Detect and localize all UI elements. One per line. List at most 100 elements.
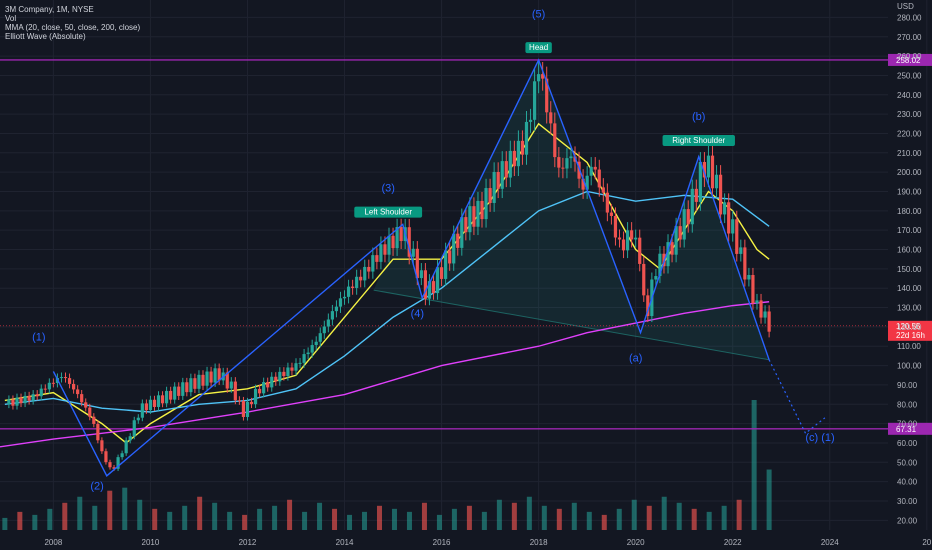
candle-body: [500, 161, 504, 189]
volume-bar: [691, 508, 697, 530]
candle-body: [460, 217, 464, 248]
candle-body: [516, 140, 521, 167]
candle-body: [723, 202, 727, 215]
candle-body: [387, 235, 391, 255]
y-tick-label: 190.00: [897, 187, 922, 196]
candle-body: [431, 281, 436, 294]
y-tick-label: 250.00: [897, 71, 922, 80]
candle-body: [47, 382, 51, 390]
volume-bar: [197, 496, 203, 530]
x-tick-label: 2020: [627, 538, 645, 547]
candle-body: [427, 281, 432, 299]
candle-body: [322, 326, 326, 334]
candle-body: [249, 401, 254, 405]
candle-body: [658, 253, 662, 277]
candle-body: [395, 227, 399, 249]
x-tick-label: 2012: [239, 538, 257, 547]
volume-bar: [167, 511, 173, 530]
candle-body: [367, 266, 371, 272]
candle-body: [124, 440, 128, 454]
y-tick-label: 30.00: [897, 497, 918, 506]
candle-body: [213, 368, 217, 383]
candle-body: [512, 150, 516, 167]
candle-body: [278, 371, 282, 382]
candle-body: [743, 247, 747, 280]
pattern-badge: [662, 135, 735, 147]
price-axis[interactable]: 20.00 30.00 40.00 50.00 60.00 70.00 80.00 90.00…: [897, 2, 922, 525]
candle-body: [504, 161, 508, 178]
candle-body: [152, 399, 157, 407]
volume-bar: [736, 499, 742, 530]
candle-body: [237, 400, 241, 402]
candle-body: [181, 382, 185, 396]
volume-bar: [257, 508, 263, 530]
pattern-fill: [373, 59, 770, 361]
candle-body: [565, 158, 569, 169]
candle-body: [35, 394, 39, 397]
candle-body: [290, 367, 294, 371]
candle-body: [399, 227, 403, 242]
volume-bar: [62, 502, 68, 530]
y-tick-label: 230.00: [897, 110, 922, 119]
y-tick-label: 40.00: [897, 478, 918, 487]
x-tick-label: 2016: [433, 538, 451, 547]
candle-body: [266, 382, 270, 388]
y-tick-label: 270.00: [897, 33, 922, 42]
volume-bar: [212, 502, 218, 530]
pattern-badge: [525, 42, 552, 54]
candle-body: [435, 267, 440, 294]
volume-bar: [47, 508, 53, 530]
candle-body: [747, 275, 751, 280]
y-axis-unit: USD: [897, 2, 914, 11]
candle-body: [714, 174, 719, 189]
wave-label: (b): [692, 111, 705, 123]
candle-body: [116, 457, 120, 469]
y-tick-label: 60.00: [897, 439, 918, 448]
candle-body: [569, 156, 573, 159]
volume-bar: [661, 496, 667, 530]
candle-body: [710, 155, 715, 189]
candle-body: [39, 388, 43, 397]
volume-bar: [152, 508, 158, 530]
candle-body: [338, 298, 343, 307]
current-price-label: 120.55: [896, 322, 921, 331]
time-axis[interactable]: 2008 2010 2012 2014 2016 2018 2020 2022 2024 20: [44, 538, 931, 547]
candle-body: [581, 178, 585, 190]
candle-body: [557, 157, 561, 168]
pattern-badge-label: Head: [529, 43, 548, 52]
wave-label: (1): [32, 331, 45, 343]
candle-body: [67, 378, 72, 384]
pattern-badge: [354, 206, 423, 218]
legend-vol[interactable]: Vol: [5, 14, 17, 23]
candle-body: [310, 345, 314, 353]
wave-label: (c) (1): [805, 432, 834, 444]
candle-body: [597, 169, 601, 188]
candle-body: [524, 121, 529, 155]
legend-mma[interactable]: MMA (20, close, 50, close, 200, close): [5, 23, 141, 32]
volume-bar: [631, 499, 637, 530]
y-tick-label: 260.00: [897, 52, 922, 61]
x-tick-label: 2008: [44, 538, 62, 547]
candle-body: [286, 367, 290, 377]
candles: [7, 62, 771, 472]
candle-body: [419, 270, 423, 279]
volume-bar: [137, 499, 143, 530]
volume-bar: [317, 502, 323, 530]
candle-body: [763, 311, 767, 318]
candle-body: [456, 233, 460, 248]
y-tick-label: 200.00: [897, 168, 922, 177]
volume-bar: [406, 511, 412, 530]
candle-body: [318, 333, 322, 342]
candle-body: [690, 188, 694, 225]
candle-body: [646, 295, 650, 317]
volume-bar: [646, 505, 652, 530]
candle-body: [698, 161, 702, 202]
candle-body: [718, 174, 723, 215]
volume-bar: [287, 499, 293, 530]
candle-body: [407, 227, 411, 257]
candle-body: [23, 395, 27, 404]
legend-elliott[interactable]: Elliott Wave (Absolute): [5, 32, 86, 41]
legend-symbol[interactable]: 3M Company, 1M, NYSE: [5, 5, 94, 14]
volume-bar: [586, 511, 592, 530]
